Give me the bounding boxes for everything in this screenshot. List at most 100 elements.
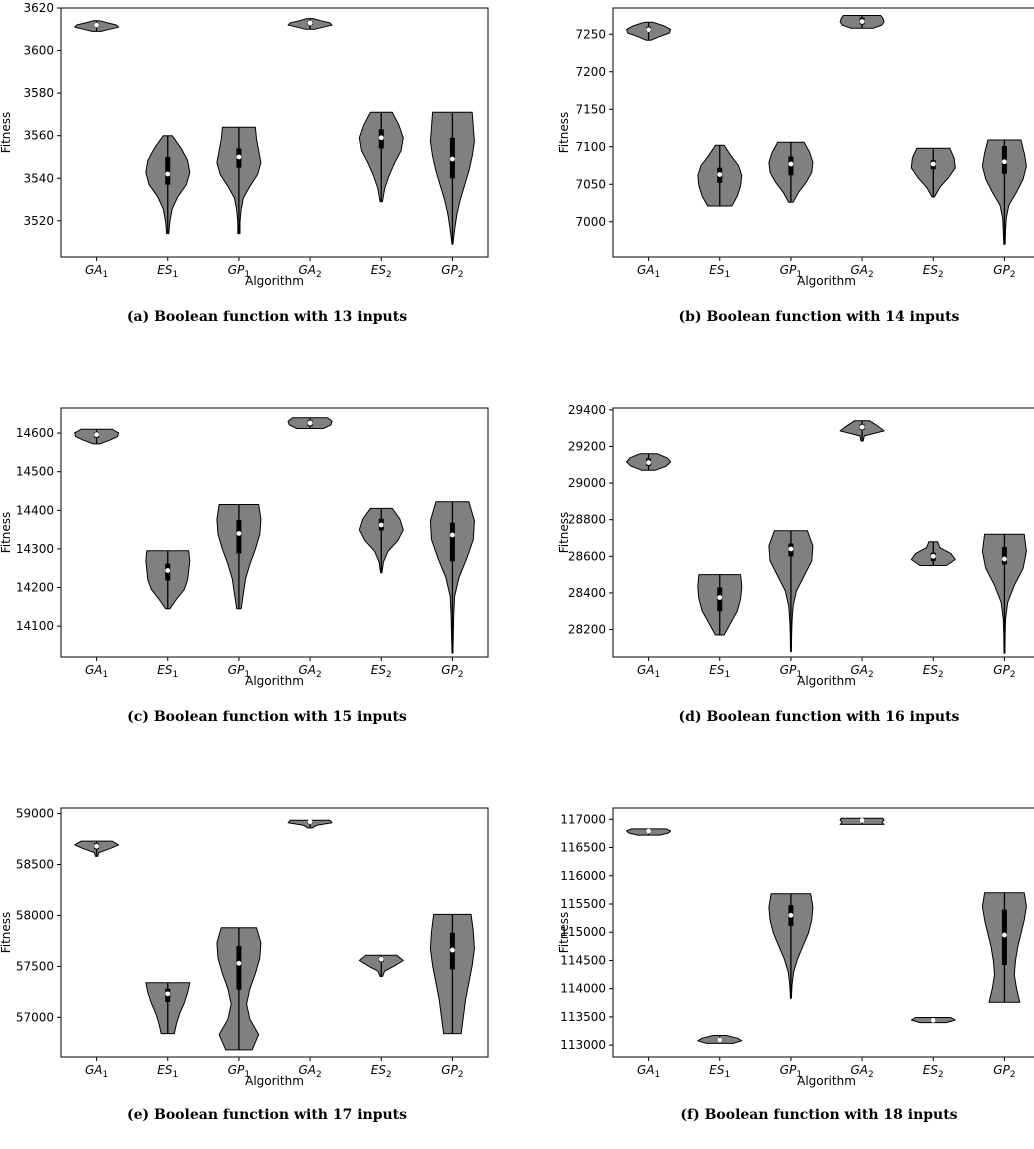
x-axis-label: Algorithm (797, 274, 856, 288)
panel-caption: (f) Boolean function with 18 inputs (680, 1107, 958, 1123)
panel-caption: (c) Boolean function with 15 inputs (127, 709, 407, 725)
y-tick-label: 7000 (575, 215, 606, 229)
violin-median-dot (450, 532, 455, 538)
y-tick-label: 116000 (560, 869, 606, 883)
y-tick-label: 29000 (568, 476, 606, 490)
x-tick-label: ES1 (157, 263, 178, 280)
y-tick-label: 57000 (16, 1010, 54, 1024)
violin-median-dot (717, 172, 723, 177)
y-tick-label: 3620 (23, 1, 54, 15)
x-tick-label: ES2 (923, 1063, 944, 1080)
violin-median-dot (165, 991, 171, 997)
violin-median-dot (450, 947, 455, 953)
x-tick-label: GP2 (993, 663, 1015, 680)
y-tick-label: 14500 (16, 465, 54, 479)
x-tick-label: GA2 (298, 263, 321, 280)
y-tick-label: 116500 (560, 841, 606, 855)
panel-caption: (d) Boolean function with 16 inputs (678, 709, 960, 725)
x-tick-label: GA2 (850, 663, 873, 680)
y-tick-label: 7050 (575, 177, 606, 191)
chart-panel-2: 7000 7050 7100 7150 7200 7250 Fitness Algorithm… (557, 7, 1034, 288)
violin-median-dot (236, 154, 242, 160)
panel-caption: (b) Boolean function with 14 inputs (678, 309, 960, 325)
x-tick-label: ES1 (157, 663, 178, 680)
x-tick-label: GP1 (780, 663, 802, 680)
x-tick-label: ES1 (709, 663, 730, 680)
violin-median-dot (1002, 556, 1007, 562)
violin-median-dot (788, 161, 794, 167)
y-axis-label: Fitness (0, 912, 13, 954)
x-tick-label: GA2 (298, 1063, 321, 1080)
violin-median-dot (165, 171, 171, 177)
x-tick-label: GP2 (993, 1063, 1015, 1080)
x-tick-label: GP2 (441, 1063, 463, 1080)
violin-median-dot (646, 460, 651, 465)
violin-median-dot (717, 1037, 723, 1043)
violin-median-dot (236, 960, 242, 966)
x-axis-label: Algorithm (245, 674, 304, 688)
chart-panel-3: 14100 14200 14300 14400 14500 14600 Fitness Alg… (0, 407, 489, 688)
violin-median-dot (859, 818, 865, 823)
violin-median-dot (646, 828, 651, 834)
plot-frame (60, 407, 489, 658)
x-tick-label: GP1 (228, 1063, 250, 1080)
x-tick-label: GA1 (637, 663, 660, 680)
y-tick-label: 28600 (568, 549, 606, 563)
y-tick-label: 14200 (16, 581, 54, 595)
y-axis-label: Fitness (557, 912, 571, 954)
violin-median-dot (94, 432, 99, 438)
x-tick-label: GA2 (850, 263, 873, 280)
y-tick-label: 3540 (23, 171, 54, 185)
violin-median-dot (165, 568, 171, 573)
x-tick-label: ES1 (709, 1063, 730, 1080)
violin-median-dot (378, 522, 384, 528)
y-axis-label: Fitness (557, 512, 571, 554)
x-axis-label: Algorithm (797, 674, 856, 688)
violin-median-dot (717, 595, 723, 600)
violin-median-dot (930, 553, 936, 559)
x-tick-label: GA1 (85, 663, 108, 680)
x-tick-label: GA1 (85, 1063, 108, 1080)
violin-median-dot (646, 27, 651, 33)
violin-median-dot (94, 22, 99, 28)
violin-median-dot (307, 20, 313, 26)
chart-panel-1: 3520 3540 3560 3580 3600 3620 Fitness Algorithm… (0, 1, 489, 288)
x-tick-label: GP1 (780, 1063, 802, 1080)
x-tick-label: ES2 (923, 663, 944, 680)
x-axis-label: Algorithm (245, 274, 304, 288)
x-tick-label: ES1 (709, 263, 730, 280)
violin-median-dot (236, 531, 242, 536)
x-tick-label: ES1 (157, 1063, 178, 1080)
y-tick-label: 114500 (560, 953, 606, 967)
y-tick-label: 29200 (568, 439, 606, 453)
violin-median-dot (859, 424, 865, 430)
x-tick-label: ES2 (371, 1063, 392, 1080)
x-tick-label: GA2 (850, 1063, 873, 1080)
y-tick-label: 59000 (16, 807, 54, 821)
y-axis-label: Fitness (557, 112, 571, 154)
x-tick-label: GA1 (85, 263, 108, 280)
y-tick-label: 3520 (23, 214, 54, 228)
chart-panel-4: 28200 28400 28600 28800 29000 29200 29400 Fitne… (557, 403, 1034, 688)
y-tick-label: 58000 (16, 908, 54, 922)
plot-frame (612, 7, 1034, 258)
violin-median-dot (94, 843, 99, 849)
y-tick-label: 7150 (575, 102, 606, 116)
violin-median-dot (788, 912, 794, 918)
violin-median-dot (450, 156, 455, 162)
violin-median-dot (859, 19, 865, 24)
x-tick-label: GP1 (228, 263, 250, 280)
chart-panel-6: 113000 113500 114000 114500 115000 115500 1160… (557, 807, 1034, 1088)
x-tick-label: ES2 (923, 263, 944, 280)
violin-median-dot (1002, 932, 1007, 938)
y-tick-label: 113500 (560, 1010, 606, 1024)
violin-median-dot (788, 546, 794, 552)
violin-median-dot (378, 956, 384, 962)
y-tick-label: 114000 (560, 982, 606, 996)
x-tick-label: GP2 (993, 263, 1015, 280)
x-axis-label: Algorithm (245, 1074, 304, 1088)
y-tick-label: 113000 (560, 1038, 606, 1052)
y-tick-label: 14100 (16, 619, 54, 633)
y-tick-label: 29400 (568, 403, 606, 417)
